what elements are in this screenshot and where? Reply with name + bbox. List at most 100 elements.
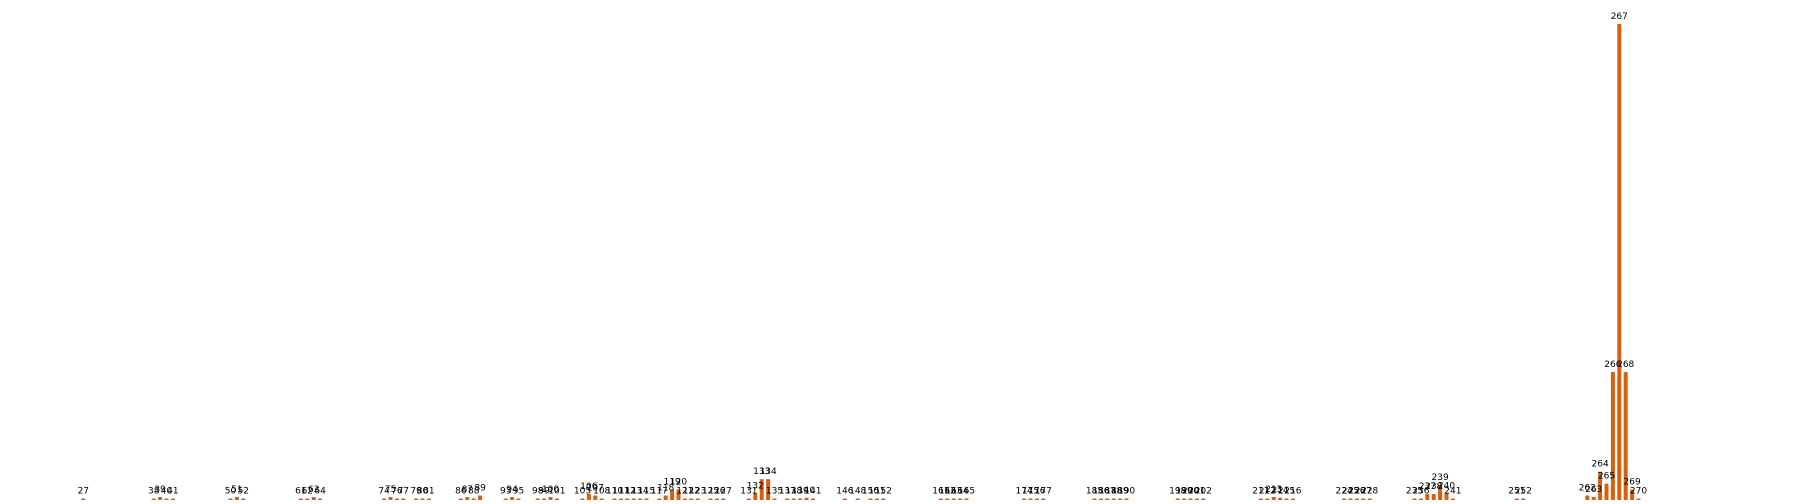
bar-label-40: 40 — [161, 487, 173, 497]
bar-label-134: 134 — [760, 467, 777, 477]
bar-label-100: 100 — [542, 485, 559, 495]
bar-label-106: 106 — [580, 482, 597, 492]
bar-176 — [1034, 498, 1039, 500]
bar-150 — [868, 498, 873, 500]
bar-226 — [1354, 498, 1359, 500]
bar-40 — [164, 498, 169, 500]
bar-76 — [394, 498, 399, 500]
bar-label-41: 41 — [167, 487, 178, 497]
bar-label-240: 240 — [1438, 481, 1455, 491]
bar-227 — [1361, 498, 1366, 500]
bar-label-122: 122 — [683, 487, 700, 497]
bar-148 — [855, 498, 860, 500]
bar-163 — [951, 498, 956, 500]
bar-241 — [1450, 498, 1455, 500]
bar-201 — [1194, 498, 1199, 500]
bar-label-164: 164 — [952, 487, 969, 497]
bar-140 — [804, 497, 809, 500]
bar-label-99: 99 — [538, 487, 550, 497]
bar-115 — [644, 498, 649, 500]
bar-52 — [241, 498, 246, 500]
bar-label-265: 265 — [1598, 472, 1615, 482]
bar-107 — [593, 495, 598, 500]
bar-label-50: 50 — [225, 487, 237, 497]
bar-label-236: 236 — [1412, 487, 1429, 497]
bar-63 — [311, 497, 316, 500]
bar-235 — [1412, 498, 1417, 500]
bar-133 — [759, 479, 764, 500]
bar-41 — [170, 498, 175, 500]
bar-120 — [676, 489, 681, 500]
bar-label-110: 110 — [606, 487, 623, 497]
bar-270 — [1636, 498, 1641, 500]
bar-224 — [1342, 498, 1347, 500]
bar-200 — [1188, 498, 1193, 500]
bar-label-123: 123 — [689, 487, 706, 497]
bar-111 — [618, 498, 623, 500]
bar-264 — [1598, 471, 1603, 500]
bar-label-63: 63 — [308, 485, 319, 495]
bar-240 — [1444, 493, 1449, 500]
bar-label-251: 251 — [1508, 487, 1525, 497]
bar-label-252: 252 — [1515, 487, 1532, 497]
bar-146 — [842, 498, 847, 500]
bar-86 — [458, 498, 463, 500]
bar-98 — [535, 498, 540, 500]
bar-135 — [772, 498, 777, 500]
bar-label-126: 126 — [708, 487, 725, 497]
bar-132 — [753, 493, 758, 500]
bar-label-111: 111 — [612, 487, 629, 497]
bar-100 — [548, 497, 553, 500]
bar-label-225: 225 — [1342, 487, 1359, 497]
bar-label-263: 263 — [1585, 485, 1602, 495]
bar-236 — [1418, 498, 1423, 500]
bar-label-150: 150 — [862, 487, 879, 497]
bar-label-89: 89 — [474, 484, 486, 494]
bar-label-101: 101 — [548, 487, 565, 497]
bar-27 — [81, 498, 86, 500]
bar-label-151: 151 — [868, 487, 885, 497]
bar-114 — [638, 498, 643, 500]
bar-label-75: 75 — [385, 485, 396, 495]
bar-label-74: 74 — [378, 487, 390, 497]
bar-label-113: 113 — [625, 487, 642, 497]
bar-label-51: 51 — [231, 485, 242, 495]
bar-239 — [1438, 485, 1443, 501]
bar-label-62: 62 — [302, 487, 313, 497]
bar-label-266: 266 — [1604, 360, 1621, 370]
bar-label-27: 27 — [78, 487, 89, 497]
bar-label-187: 187 — [1099, 487, 1116, 497]
bar-label-267: 267 — [1611, 12, 1628, 22]
bar-label-120: 120 — [670, 478, 687, 488]
bar-198 — [1175, 498, 1180, 500]
bar-215 — [1284, 498, 1289, 500]
bar-label-190: 190 — [1118, 487, 1135, 497]
bar-162 — [945, 498, 950, 500]
bar-label-132: 132 — [747, 481, 764, 491]
bar-38 — [151, 498, 156, 500]
bar-188 — [1111, 498, 1116, 500]
bar-121 — [682, 498, 687, 500]
bar-label-79: 79 — [410, 487, 422, 497]
bar-label-148: 148 — [849, 487, 866, 497]
bar-77 — [401, 498, 406, 500]
bar-152 — [881, 498, 886, 500]
bar-119 — [670, 489, 675, 500]
bar-label-202: 202 — [1195, 487, 1212, 497]
bar-112 — [625, 498, 630, 500]
bar-label-107: 107 — [587, 484, 604, 494]
bar-74 — [382, 498, 387, 500]
bar-165 — [964, 498, 969, 500]
bar-label-268: 268 — [1617, 360, 1634, 370]
bar-label-200: 200 — [1182, 487, 1199, 497]
bar-label-235: 235 — [1406, 487, 1423, 497]
bar-228 — [1367, 498, 1372, 500]
bar-61 — [298, 498, 303, 500]
bar-label-80: 80 — [417, 487, 429, 497]
bar-64 — [318, 498, 323, 500]
bar-label-215: 215 — [1278, 487, 1295, 497]
bar-266 — [1610, 372, 1615, 500]
bar-113 — [631, 498, 636, 500]
